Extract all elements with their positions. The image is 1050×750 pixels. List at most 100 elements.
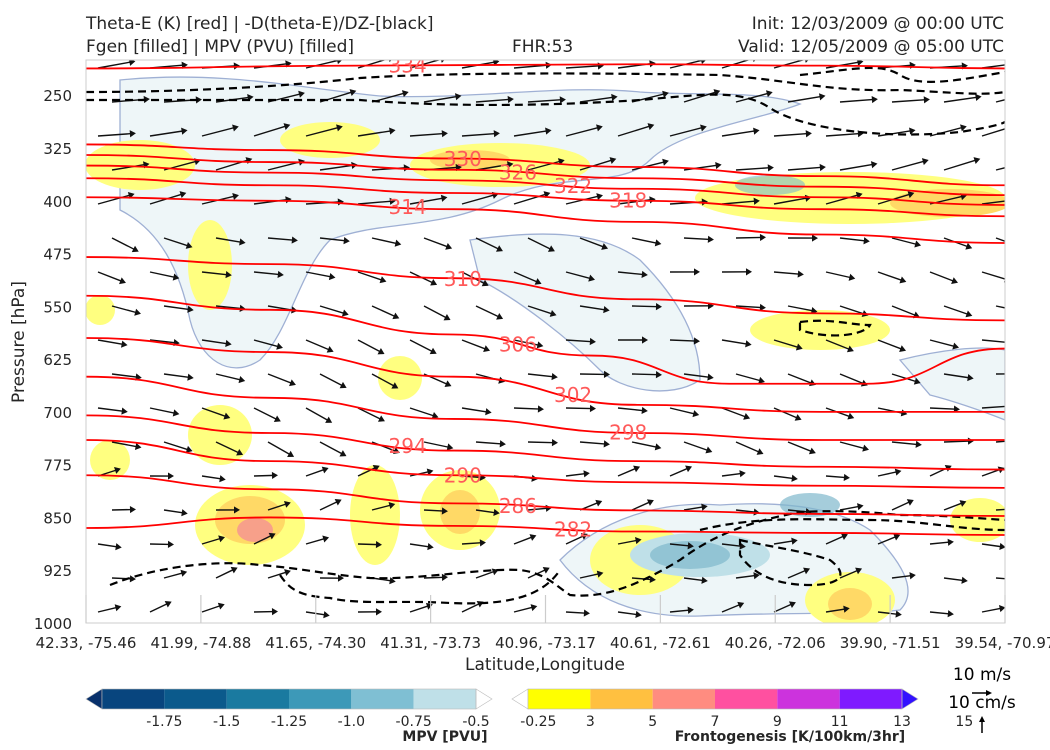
wind-vector — [253, 407, 278, 421]
wind-vector — [319, 237, 346, 242]
wind-vector — [357, 543, 379, 546]
mpv-region — [898, 347, 1005, 421]
mpv-colorbar-label: MPV [PVU] — [402, 729, 487, 745]
wind-vector-head — [496, 313, 504, 320]
wind-vector — [475, 441, 502, 445]
wind-vector-head — [804, 60, 809, 63]
wind-vector-head — [753, 197, 760, 205]
wind-vector — [111, 373, 138, 378]
wind-vector-head — [223, 412, 231, 420]
wind-vector-head — [339, 381, 347, 389]
wind-vector — [357, 271, 383, 282]
wind-vector — [995, 305, 1005, 309]
wind-vector — [527, 99, 562, 103]
wind-vector-head — [441, 573, 448, 581]
wind-vector — [215, 441, 240, 454]
wind-vector — [305, 339, 331, 351]
wind-vector — [669, 543, 690, 547]
wind-vector — [371, 305, 396, 318]
wind-vector-head — [273, 415, 281, 422]
wind-vector — [787, 373, 813, 385]
wind-vector — [669, 407, 696, 415]
wind-vector — [995, 440, 1005, 443]
wind-vector-head — [965, 242, 973, 250]
wind-vector — [669, 609, 690, 613]
wind-vector-head — [753, 60, 756, 63]
y-axis-label: Pressure [hPa] — [9, 281, 29, 403]
wind-vector-head — [848, 273, 856, 281]
colorbar-cell — [528, 689, 591, 709]
wind-vector — [891, 305, 917, 317]
wind-vector-head — [426, 468, 434, 476]
wind-vector-head — [392, 312, 400, 320]
wind-vector-head — [298, 90, 305, 98]
wind-vector-head — [284, 569, 291, 577]
wind-vector — [319, 373, 344, 387]
wind-vector-head — [195, 96, 202, 104]
wind-vector-head — [185, 445, 193, 453]
wind-vector — [475, 509, 496, 514]
wind-vector-head — [805, 130, 812, 138]
x-tick-label: 40.26, -72.06 — [725, 634, 826, 652]
wind-vector-head — [1013, 196, 1019, 203]
wind-vector-head — [277, 270, 284, 278]
wind-vector-head — [321, 466, 329, 474]
theta-e-label: 310 — [444, 267, 482, 291]
wind-vector — [839, 505, 860, 511]
stability-contour — [86, 93, 1005, 136]
wind-vector-head — [654, 443, 662, 451]
wind-vector-head — [339, 450, 347, 457]
wind-vector — [617, 407, 644, 412]
wind-vector-head — [596, 570, 604, 578]
wind-vector-head — [483, 345, 491, 352]
wind-vector — [97, 132, 132, 137]
theta-e-label: 290 — [444, 464, 482, 488]
wind-vector-head — [862, 444, 869, 452]
wind-vector-head — [952, 342, 960, 350]
wind-vector-head — [947, 610, 954, 618]
wind-vector — [565, 407, 593, 410]
wind-vector-head — [181, 509, 188, 517]
wind-vector — [787, 95, 822, 103]
colorbar-cell — [102, 689, 165, 709]
wind-vector-head — [276, 342, 283, 350]
wind-vector-head — [172, 273, 180, 281]
wind-vector-head — [857, 60, 864, 66]
wind-vector-head — [603, 306, 610, 314]
wind-vector-head — [375, 608, 382, 616]
wind-reference-vertical: 10 cm/s — [948, 693, 1016, 713]
wind-vector — [215, 373, 242, 381]
wind-vector-head — [121, 340, 128, 348]
theta-e-contours: 334 330 326 322 318 314 310 306 302 298 294 290 286 2… — [86, 60, 1005, 542]
fgen-blob — [950, 498, 1005, 542]
wind-vector — [461, 407, 488, 413]
colorbar-cell — [289, 689, 352, 709]
wind-vector-head — [325, 416, 333, 423]
wind-vector — [201, 339, 228, 345]
wind-vector — [943, 577, 964, 582]
wind-vector-head — [1013, 60, 1019, 67]
wind-vector — [929, 407, 957, 410]
wind-vector-head — [580, 533, 588, 540]
wind-vector-head — [662, 90, 669, 98]
wind-vector-head — [164, 600, 172, 608]
wind-vector — [565, 534, 585, 545]
wind-vector-head — [129, 575, 136, 583]
colorbar-tick-label: 9 — [773, 714, 782, 730]
wind-vector — [617, 467, 637, 477]
wind-vector-head — [115, 543, 122, 551]
wind-vector — [579, 96, 614, 103]
wind-vector-head — [225, 270, 232, 279]
wind-vector — [839, 569, 859, 579]
wind-vector-head — [893, 533, 901, 541]
wind-vector-head — [179, 191, 187, 199]
wind-vector-head — [753, 572, 760, 580]
wind-vector — [565, 339, 592, 343]
wind-vector-head — [1026, 91, 1033, 98]
y-tick-label: 700 — [43, 404, 72, 422]
wind-vector-head — [187, 373, 194, 381]
wind-vector — [319, 441, 344, 455]
wind-vector-head — [759, 233, 766, 242]
wind-vector-head — [603, 370, 610, 378]
wind-vector — [97, 194, 131, 205]
